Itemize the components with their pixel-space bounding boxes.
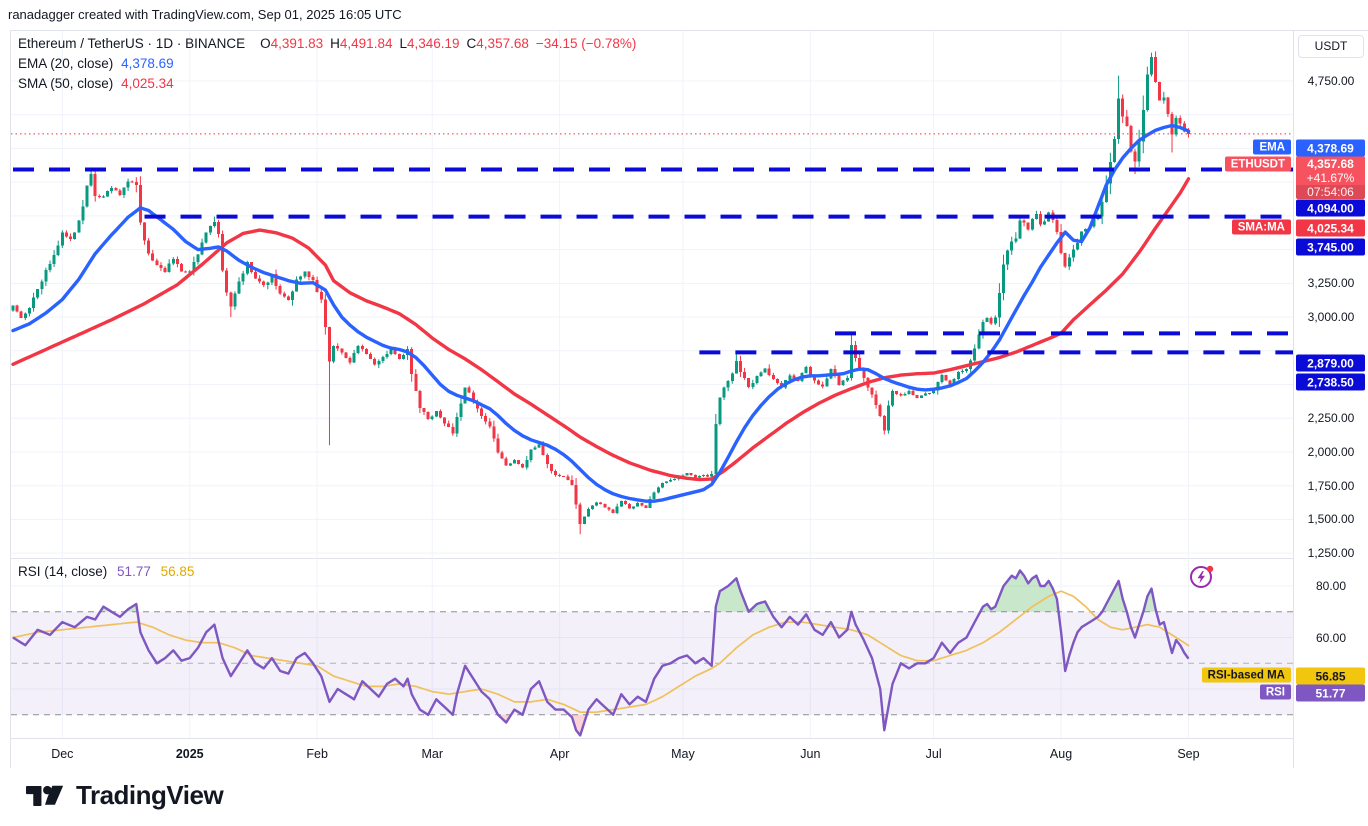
time-label-jun: Jun: [800, 747, 821, 761]
tradingview-logo[interactable]: TradingView: [26, 780, 224, 811]
rsi-label-80: 80.00: [1315, 579, 1347, 593]
last-price: 4,357.68: [1307, 157, 1354, 171]
rsi-legend-row[interactable]: RSI (14, close) 51.77 56.85: [18, 564, 194, 579]
price-label-2000: 2,000.00: [1307, 444, 1355, 459]
axis-badge-level-2738: 2,738.50: [1296, 373, 1365, 391]
last-price-badge: 4,357.68 +41.67% 07:54:06: [1296, 156, 1365, 199]
ohlc-values: O4,391.83 H4,491.84 L4,346.19 C4,357.68 −34.…: [260, 36, 637, 51]
axis-badge-sma-value: 4,025.34: [1296, 219, 1365, 237]
series-label-ethusdt: ETHUSDT: [1224, 156, 1291, 172]
bar-countdown: 07:54:06: [1296, 185, 1365, 199]
rsi-label: RSI (14, close): [18, 564, 108, 579]
price-label-1500: 1,500.00: [1307, 512, 1355, 527]
quick-trade-button[interactable]: [1188, 562, 1216, 590]
time-label-mar: Mar: [421, 747, 443, 761]
brand-name: TradingView: [76, 780, 224, 810]
price-label-1750: 1,750.00: [1307, 478, 1355, 493]
ema-label: EMA (20, close): [18, 56, 114, 71]
price-label-1250: 1,250.00: [1307, 546, 1355, 561]
change-percent: +41.67%: [1306, 171, 1355, 185]
series-label-rsi-based-ma: RSI-based MA: [1201, 667, 1291, 683]
sma-label: SMA (50, close): [18, 76, 114, 91]
series-label-ema: EMA: [1253, 139, 1291, 155]
axis-badge-level-2879: 2,879.00: [1296, 354, 1365, 372]
sma-legend-row[interactable]: SMA (50, close) 4,025.34: [18, 76, 636, 91]
lightning-icon: [1190, 565, 1214, 588]
time-label-aug: Aug: [1049, 747, 1073, 761]
rsi-ma-value: 56.85: [160, 564, 195, 579]
pane-separator[interactable]: [11, 558, 1294, 559]
tradingview-logo-icon: [26, 785, 64, 806]
price-scale[interactable]: USDT 4,750.003,500.003,250.003,000.002,5…: [1293, 30, 1368, 768]
axis-badge-ema-value: 4,378.69: [1296, 139, 1365, 157]
time-label-may: May: [671, 747, 695, 761]
rsi-label-60: 60.00: [1315, 630, 1347, 645]
time-label-jul: Jul: [925, 747, 942, 761]
axis-badge-rsi-value: 51.77: [1296, 684, 1365, 702]
rsi-value: 51.77: [117, 564, 151, 579]
price-label-3000: 3,000.00: [1307, 310, 1355, 325]
axis-badge-level-4094: 4,094.00: [1296, 199, 1365, 217]
time-label-apr: Apr: [549, 747, 570, 761]
currency-toggle-button[interactable]: USDT: [1298, 35, 1364, 58]
time-label-2025: 2025: [175, 747, 204, 761]
rsi-pane[interactable]: [11, 558, 1294, 738]
change-value: −34.15 (−0.78%): [535, 36, 637, 51]
attribution-text: ranadagger created with TradingView.com,…: [8, 7, 402, 22]
main-legend[interactable]: Ethereum / TetherUS · 1D · BINANCE O4,391…: [18, 36, 636, 96]
axis-badge-rsi-ma-value: 56.85: [1296, 667, 1365, 685]
price-pane[interactable]: [11, 31, 1294, 558]
chart-area[interactable]: Dec 2025 Feb Mar Apr May Jun Jul Aug Sep Ethereum…: [10, 30, 1294, 769]
axis-badge-level-3745: 3,745.00: [1296, 238, 1365, 256]
sma-value: 4,025.34: [121, 76, 174, 91]
time-label-sep: Sep: [1177, 747, 1200, 761]
footer: TradingView: [0, 768, 1368, 826]
time-label-feb: Feb: [306, 747, 328, 761]
ema-legend-row[interactable]: EMA (20, close) 4,378.69: [18, 56, 636, 71]
price-label-3250: 3,250.00: [1307, 276, 1355, 291]
price-label-4750: 4,750.00: [1307, 74, 1355, 88]
series-label-rsi: RSI: [1259, 684, 1291, 700]
symbol-legend-row[interactable]: Ethereum / TetherUS · 1D · BINANCE O4,391…: [18, 36, 636, 51]
ema-value: 4,378.69: [121, 56, 174, 71]
symbol-title: Ethereum / TetherUS · 1D · BINANCE: [18, 36, 246, 51]
series-label-sma-ma: SMA:MA: [1231, 219, 1291, 235]
time-axis[interactable]: Dec 2025 Feb Mar Apr May Jun Jul Aug Sep: [11, 738, 1294, 769]
price-label-2250: 2,250.00: [1307, 411, 1355, 426]
time-label-dec: Dec: [51, 747, 74, 761]
